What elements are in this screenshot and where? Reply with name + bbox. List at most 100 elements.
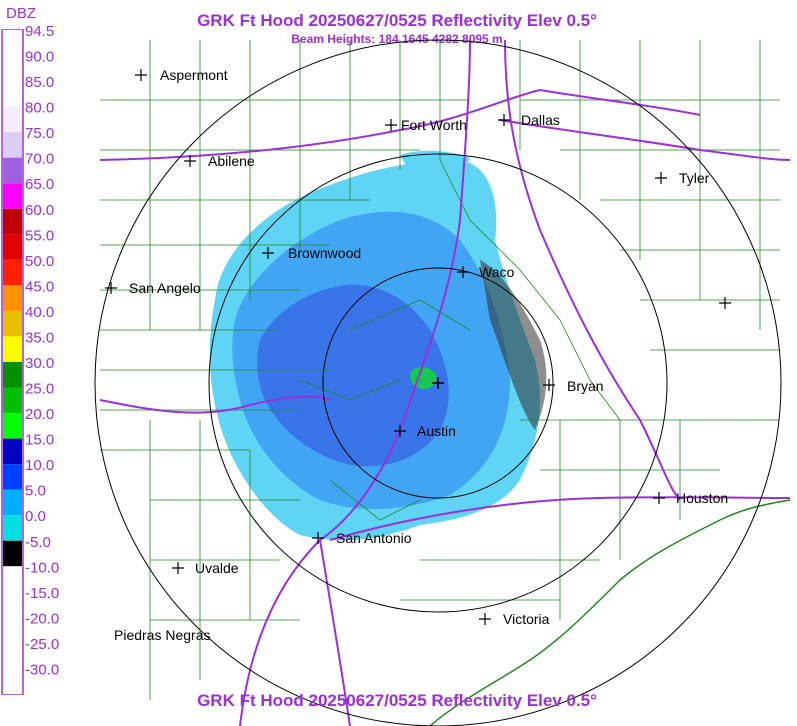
legend-level-label: 75.0 [25, 125, 54, 142]
echo-east-edge [480, 260, 547, 430]
legend-level-label: -20.0 [25, 610, 59, 627]
city-label-aspermont: Aspermont [160, 67, 228, 83]
city-uvalde: Uvalde [172, 560, 239, 576]
reflectivity-echoes [209, 150, 547, 541]
legend-level-label: 60.0 [25, 202, 54, 219]
city-label-waco: Waco [479, 264, 514, 280]
legend-swatch [3, 81, 22, 107]
city-brownwood: Brownwood [262, 245, 361, 261]
legend-unit: DBZ [6, 5, 36, 22]
legend-swatch [3, 387, 22, 414]
echo-north-band [400, 150, 470, 173]
beam-heights-subtitle: Beam Heights: 184 1645 4282 8095 m [291, 32, 502, 46]
legend-swatch [3, 336, 22, 362]
legend-level-label: 80.0 [25, 100, 54, 117]
range-ring-middle [208, 153, 668, 613]
range-rings [94, 39, 782, 726]
legend-level-label: 0.0 [25, 508, 46, 525]
legend-swatch [3, 464, 22, 490]
legend-level-label: -10.0 [25, 559, 59, 576]
city-unnamed-east [719, 297, 731, 309]
city-label-bryan: Bryan [567, 378, 604, 394]
legend-swatch [3, 259, 22, 286]
legend-labels: 94.5 90.0 85.0 80.0 75.0 70.0 65.0 60.0 55.0 50.0… [25, 23, 59, 678]
legend-swatch [3, 515, 22, 541]
city-label-fort-worth: Fort Worth [401, 117, 467, 133]
legend-level-label: 85.0 [25, 74, 54, 91]
dbz-legend: DBZ 94.5 90.0 85.0 80.0 75.0 70.0 65.0 60.0 55.0… [1, 5, 59, 695]
legend-level-label: -30.0 [25, 661, 59, 678]
legend-level-label: 40.0 [25, 304, 54, 321]
map-area: Aspermont Fort Worth Dallas Abilene Tyle… [94, 39, 791, 726]
radar-site-marker [432, 377, 444, 389]
city-label-houston: Houston [676, 490, 728, 506]
legend-swatch [3, 55, 22, 82]
legend-swatch [3, 642, 22, 669]
highways [99, 39, 791, 726]
legend-swatch [3, 106, 22, 133]
city-aspermont: Aspermont [135, 67, 228, 83]
city-bryan: Bryan [543, 378, 604, 394]
footer-title: GRK Ft Hood 20250627/0525 Reflectivity E… [197, 691, 597, 710]
county-lines [100, 40, 780, 700]
legend-swatch [3, 234, 22, 260]
legend-level-label: 70.0 [25, 151, 54, 168]
legend-swatch [3, 668, 22, 694]
legend-swatch [3, 157, 22, 184]
legend-level-label: 10.0 [25, 457, 54, 474]
city-label-brownwood: Brownwood [288, 245, 361, 261]
legend-swatch [3, 285, 22, 311]
legend-level-label: 25.0 [25, 381, 54, 398]
legend-level-label: 5.0 [25, 483, 46, 500]
city-tyler: Tyler [655, 170, 710, 186]
legend-level-label: 45.0 [25, 278, 54, 295]
legend-level-label: 90.0 [25, 49, 54, 66]
legend-level-label: 50.0 [25, 253, 54, 270]
city-layer: Aspermont Fort Worth Dallas Abilene Tyle… [105, 67, 731, 643]
city-houston: Houston [653, 490, 728, 506]
city-label-san-angelo: San Angelo [129, 280, 201, 296]
legend-level-label: 35.0 [25, 329, 54, 346]
city-label-san-antonio: San Antonio [336, 530, 412, 546]
legend-swatch [3, 566, 22, 592]
legend-swatch [3, 617, 22, 643]
legend-swatch [3, 540, 22, 567]
legend-swatch [3, 489, 22, 516]
legend-swatch [3, 208, 22, 235]
legend-level-label: 30.0 [25, 355, 54, 372]
legend-level-label: -5.0 [25, 534, 51, 551]
city-label-piedras-negras: Piedras Negras [114, 627, 211, 643]
city-label-dallas: Dallas [521, 112, 560, 128]
city-piedras-negras: Piedras Negras [114, 627, 211, 643]
legend-swatch [3, 30, 22, 56]
city-label-tyler: Tyler [679, 170, 710, 186]
legend-swatch [3, 310, 22, 337]
legend-level-label: 94.5 [25, 23, 54, 40]
city-austin: Austin [394, 423, 456, 439]
legend-swatch [3, 438, 22, 465]
city-abilene: Abilene [184, 153, 255, 169]
city-label-victoria: Victoria [503, 611, 550, 627]
legend-level-label: -15.0 [25, 585, 59, 602]
range-ring-outer [94, 39, 782, 726]
city-waco: Waco [457, 264, 514, 280]
city-dallas: Dallas [498, 112, 560, 128]
city-victoria: Victoria [479, 611, 550, 627]
echo-strong-region [257, 284, 449, 467]
legend-swatch [3, 183, 22, 209]
city-label-uvalde: Uvalde [195, 560, 239, 576]
legend-swatch [3, 413, 22, 439]
gulf-coastline [429, 499, 791, 726]
legend-level-label: 65.0 [25, 176, 54, 193]
city-label-abilene: Abilene [208, 153, 255, 169]
legend-level-label: 15.0 [25, 432, 54, 449]
legend-swatches [3, 30, 22, 694]
legend-level-label: 20.0 [25, 406, 54, 423]
range-ring-inner [322, 267, 554, 499]
city-fort-worth: Fort Worth [385, 117, 467, 133]
legend-level-label: 55.0 [25, 227, 54, 244]
legend-swatch [3, 362, 22, 388]
legend-swatch [3, 132, 22, 158]
city-label-austin: Austin [417, 423, 456, 439]
